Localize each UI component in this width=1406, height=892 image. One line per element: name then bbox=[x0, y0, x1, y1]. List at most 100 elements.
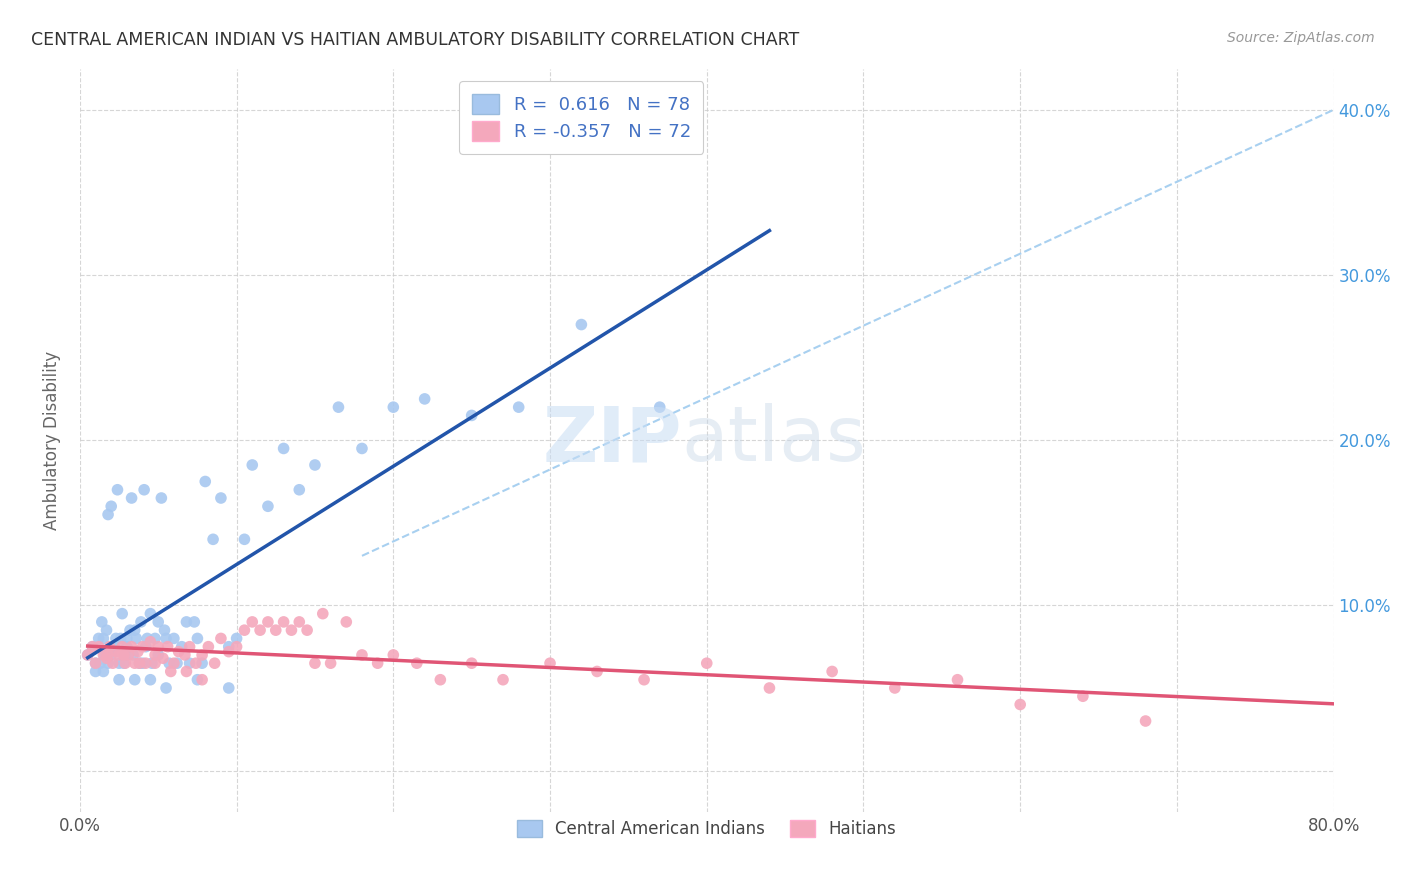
Point bbox=[155, 681, 177, 695]
Point bbox=[312, 607, 335, 621]
Point bbox=[280, 623, 302, 637]
Point bbox=[156, 640, 179, 654]
Point bbox=[405, 657, 427, 671]
Point bbox=[124, 657, 146, 671]
Point bbox=[117, 648, 139, 662]
Point bbox=[134, 483, 156, 497]
Point bbox=[143, 657, 166, 671]
Point bbox=[108, 657, 131, 671]
Point bbox=[225, 640, 247, 654]
Point bbox=[883, 681, 905, 695]
Point bbox=[648, 400, 671, 414]
Point bbox=[186, 632, 208, 646]
Point bbox=[191, 673, 214, 687]
Point bbox=[257, 500, 280, 514]
Point bbox=[108, 648, 131, 662]
Point bbox=[569, 318, 592, 332]
Point bbox=[98, 640, 121, 654]
Point bbox=[176, 665, 198, 679]
Point bbox=[194, 475, 217, 489]
Point bbox=[115, 640, 138, 654]
Point bbox=[586, 665, 609, 679]
Point bbox=[159, 665, 181, 679]
Point bbox=[89, 657, 111, 671]
Point bbox=[304, 657, 326, 671]
Point bbox=[112, 648, 135, 662]
Point bbox=[100, 500, 122, 514]
Point bbox=[163, 657, 186, 671]
Point bbox=[114, 648, 136, 662]
Point bbox=[104, 632, 127, 646]
Point bbox=[100, 648, 122, 662]
Point bbox=[155, 632, 177, 646]
Point bbox=[150, 491, 173, 505]
Legend: Central American Indians, Haitians: Central American Indians, Haitians bbox=[510, 813, 903, 845]
Point bbox=[1010, 698, 1032, 712]
Point bbox=[413, 392, 436, 406]
Point bbox=[758, 681, 780, 695]
Point bbox=[1135, 714, 1157, 728]
Point bbox=[179, 640, 201, 654]
Point bbox=[209, 632, 232, 646]
Point bbox=[139, 673, 162, 687]
Point bbox=[135, 657, 157, 671]
Point bbox=[103, 640, 125, 654]
Point bbox=[148, 648, 170, 662]
Point bbox=[197, 640, 219, 654]
Point bbox=[141, 657, 163, 671]
Point bbox=[131, 657, 153, 671]
Point bbox=[125, 632, 148, 646]
Point bbox=[121, 640, 143, 654]
Point bbox=[87, 632, 110, 646]
Point bbox=[97, 508, 120, 522]
Point bbox=[218, 645, 240, 659]
Point bbox=[821, 665, 844, 679]
Point bbox=[110, 632, 132, 646]
Point bbox=[76, 648, 98, 662]
Point bbox=[382, 400, 405, 414]
Point bbox=[170, 640, 193, 654]
Point bbox=[118, 623, 141, 637]
Point bbox=[93, 632, 115, 646]
Point bbox=[112, 657, 135, 671]
Point bbox=[179, 657, 201, 671]
Point bbox=[97, 648, 120, 662]
Point bbox=[633, 673, 655, 687]
Point bbox=[176, 615, 198, 629]
Point bbox=[153, 623, 176, 637]
Point bbox=[218, 640, 240, 654]
Point bbox=[163, 632, 186, 646]
Point bbox=[460, 657, 482, 671]
Point bbox=[1071, 690, 1094, 704]
Point bbox=[382, 648, 405, 662]
Y-axis label: Ambulatory Disability: Ambulatory Disability bbox=[44, 351, 60, 530]
Point bbox=[139, 607, 162, 621]
Point bbox=[257, 615, 280, 629]
Point bbox=[288, 615, 311, 629]
Point bbox=[288, 483, 311, 497]
Point bbox=[129, 615, 152, 629]
Point bbox=[82, 640, 104, 654]
Point bbox=[508, 400, 530, 414]
Point bbox=[148, 640, 170, 654]
Point bbox=[107, 483, 129, 497]
Point bbox=[429, 673, 451, 687]
Point bbox=[240, 615, 263, 629]
Point bbox=[202, 533, 225, 547]
Point bbox=[139, 634, 162, 648]
Point bbox=[240, 458, 263, 472]
Point bbox=[93, 665, 115, 679]
Text: ZIP: ZIP bbox=[543, 403, 682, 477]
Point bbox=[111, 640, 134, 654]
Point bbox=[304, 458, 326, 472]
Point bbox=[122, 648, 145, 662]
Point bbox=[157, 657, 180, 671]
Point bbox=[225, 632, 247, 646]
Point bbox=[84, 657, 107, 671]
Point bbox=[94, 648, 117, 662]
Point bbox=[218, 681, 240, 695]
Point bbox=[184, 657, 207, 671]
Point bbox=[131, 640, 153, 654]
Point bbox=[136, 632, 159, 646]
Point bbox=[264, 623, 287, 637]
